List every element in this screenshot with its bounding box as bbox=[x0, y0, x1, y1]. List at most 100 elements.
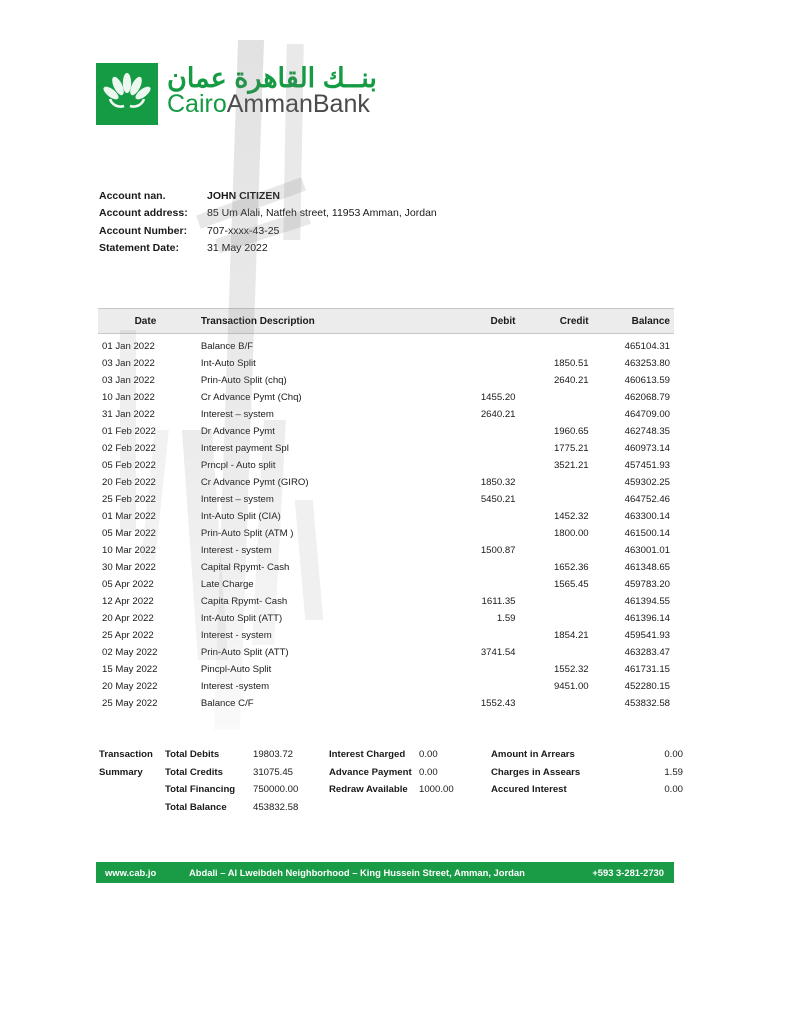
table-header-row: Date Transaction Description Debit Credi… bbox=[98, 308, 674, 334]
statement-date-value: 31 May 2022 bbox=[207, 242, 268, 255]
table-row: 05 Feb 2022 Prncpl - Auto split 3521.21 457… bbox=[98, 457, 674, 474]
transaction-description: Cr Advance Pymt (GIRO) bbox=[200, 477, 309, 488]
transaction-description: Cr Advance Pymt (Chq) bbox=[200, 392, 302, 403]
footer-address: Abdali – Al Lweibdeh Neighborhood – King… bbox=[189, 867, 525, 878]
transaction-debit bbox=[445, 661, 522, 678]
summary-value-accured-interest: 0.00 bbox=[664, 784, 683, 796]
table-row: 20 Feb 2022 Cr Advance Pymt (GIRO) 1850.32… bbox=[98, 474, 674, 491]
summary-label-advance-payment: Advance Payment bbox=[329, 766, 412, 778]
transaction-date: 31 Jan 2022 bbox=[102, 409, 155, 420]
account-detail-row: Account nan. JOHN CITIZEN bbox=[99, 187, 437, 205]
summary-value-total-balance: 453832.58 bbox=[253, 801, 299, 813]
table-row: 25 Feb 2022 Interest – system 5450.21 46475… bbox=[98, 491, 674, 508]
summary-label-redraw-available: Redraw Available bbox=[329, 784, 408, 796]
transaction-credit: 1775.21 bbox=[553, 443, 589, 454]
table-row: 03 Jan 2022 Int-Auto Split 1850.51 463253.8… bbox=[98, 355, 674, 372]
table-row: 10 Mar 2022 Interest - system 1500.87 46300… bbox=[98, 542, 674, 559]
table-row: 01 Feb 2022 Dr Advance Pymt 1960.65 462748.… bbox=[98, 423, 674, 440]
account-name-label: Account nan. bbox=[99, 189, 166, 202]
transaction-date: 10 Jan 2022 bbox=[102, 392, 155, 403]
transaction-description: Int-Auto Split bbox=[200, 358, 256, 369]
summary-label-charges-in-assears: Charges in Assears bbox=[491, 766, 581, 778]
column-header-balance: Balance bbox=[594, 308, 674, 334]
transaction-balance: 461348.65 bbox=[624, 562, 670, 573]
transaction-balance: 461500.14 bbox=[624, 528, 670, 539]
transaction-debit: 1500.87 bbox=[480, 545, 516, 556]
footer-phone: +593 3-281-2730 bbox=[592, 867, 664, 878]
transaction-description: Pincpl-Auto Split bbox=[200, 664, 272, 675]
transaction-debit bbox=[445, 559, 522, 576]
transaction-debit: 3741.54 bbox=[480, 647, 516, 658]
account-address-label: Account address: bbox=[99, 207, 188, 220]
transaction-debit bbox=[445, 440, 522, 457]
transaction-debit: 1455.20 bbox=[480, 392, 516, 403]
transaction-balance: 459302.25 bbox=[624, 477, 670, 488]
transaction-date: 01 Feb 2022 bbox=[102, 426, 156, 437]
summary-value-total-financing: 750000.00 bbox=[253, 784, 299, 796]
summary-title-line2: Summary bbox=[99, 766, 143, 778]
table-row: 02 May 2022 Prin-Auto Split (ATT) 3741.54 4… bbox=[98, 644, 674, 661]
summary-title-line1: Transaction bbox=[99, 749, 153, 761]
transaction-description: Interest – system bbox=[200, 494, 274, 505]
transaction-date: 05 Mar 2022 bbox=[102, 528, 156, 539]
transaction-balance: 461396.14 bbox=[624, 613, 670, 624]
transaction-balance: 460973.14 bbox=[624, 443, 670, 454]
transaction-date: 03 Jan 2022 bbox=[102, 375, 155, 386]
table-row: 02 Feb 2022 Interest payment Spl 1775.21 46… bbox=[98, 440, 674, 457]
table-row: 25 Apr 2022 Interest - system 1854.21 45954… bbox=[98, 627, 674, 644]
summary-label-total-balance: Total Balance bbox=[165, 801, 227, 813]
transaction-date: 20 May 2022 bbox=[102, 681, 158, 692]
summary-spacer bbox=[621, 799, 683, 817]
transaction-credit bbox=[522, 491, 595, 508]
transaction-date: 01 Jan 2022 bbox=[102, 341, 155, 352]
transaction-credit bbox=[522, 474, 595, 491]
table-row: 15 May 2022 Pincpl-Auto Split 1552.32 46173… bbox=[98, 661, 674, 678]
transaction-debit bbox=[445, 372, 522, 389]
transaction-balance: 461731.15 bbox=[624, 664, 670, 675]
logo-latin-ammanbank: AmmanBank bbox=[226, 90, 370, 119]
transaction-description: Capita Rpymt- Cash bbox=[200, 596, 288, 607]
summary-label-total-financing: Total Financing bbox=[165, 784, 236, 796]
account-details: Account nan. JOHN CITIZEN Account addres… bbox=[99, 187, 437, 257]
table-row: 20 Apr 2022 Int-Auto Split (ATT) 1.59 46139… bbox=[98, 610, 674, 627]
transaction-description: Interest payment Spl bbox=[200, 443, 289, 454]
transaction-credit bbox=[522, 593, 595, 610]
transaction-summary: Transaction Total Debits 19803.72 Intere… bbox=[99, 746, 683, 816]
transaction-debit bbox=[445, 627, 522, 644]
footer-website[interactable]: www.cab.jo bbox=[105, 867, 157, 878]
summary-label-amount-in-arrears: Amount in Arrears bbox=[491, 749, 575, 761]
transaction-date: 25 May 2022 bbox=[102, 698, 158, 709]
transaction-debit: 1.59 bbox=[496, 613, 516, 624]
logo-lotus-icon bbox=[96, 63, 158, 125]
transaction-debit: 1611.35 bbox=[481, 596, 516, 607]
transaction-description: Capital Rpymt- Cash bbox=[200, 562, 290, 573]
table-row: 25 May 2022 Balance C/F 1552.43 453832.58 bbox=[98, 695, 674, 712]
transaction-balance: 463001.01 bbox=[624, 545, 670, 556]
transaction-credit: 9451.00 bbox=[553, 681, 589, 692]
transaction-balance: 459783.20 bbox=[624, 579, 670, 590]
table-row: 20 May 2022 Interest -system 9451.00 452280… bbox=[98, 678, 674, 695]
transaction-balance: 463300.14 bbox=[624, 511, 670, 522]
logo-arabic-text: بنــك القاهرة عمان bbox=[167, 63, 377, 93]
transaction-balance: 452280.15 bbox=[624, 681, 670, 692]
transaction-date: 20 Apr 2022 bbox=[102, 613, 154, 624]
transaction-debit: 1552.43 bbox=[480, 698, 516, 709]
summary-spacer bbox=[99, 781, 165, 799]
summary-spacer bbox=[329, 799, 419, 817]
table-row: 05 Mar 2022 Prin-Auto Split (ATM ) 1800.00… bbox=[98, 525, 674, 542]
transaction-balance: 464752.46 bbox=[624, 494, 670, 505]
transaction-description: Interest – system bbox=[200, 409, 274, 420]
transaction-description: Dr Advance Pymt bbox=[200, 426, 275, 437]
logo-latin-cairo: Cairo bbox=[167, 90, 227, 119]
transaction-description: Prin-Auto Split (chq) bbox=[200, 375, 287, 386]
transaction-credit: 1854.21 bbox=[553, 630, 589, 641]
account-detail-row: Account Number: 707-xxxx-43-25 bbox=[99, 222, 437, 240]
logo-latin-text: CairoAmmanBank bbox=[167, 91, 377, 118]
transaction-credit bbox=[522, 542, 595, 559]
transaction-description: Interest - system bbox=[200, 630, 272, 641]
summary-value-amount-in-arrears: 0.00 bbox=[664, 749, 683, 761]
summary-value-redraw-available: 1000.00 bbox=[419, 784, 454, 796]
transaction-balance: 453832.58 bbox=[624, 698, 670, 709]
transaction-date: 25 Feb 2022 bbox=[102, 494, 156, 505]
transaction-debit bbox=[445, 508, 522, 525]
